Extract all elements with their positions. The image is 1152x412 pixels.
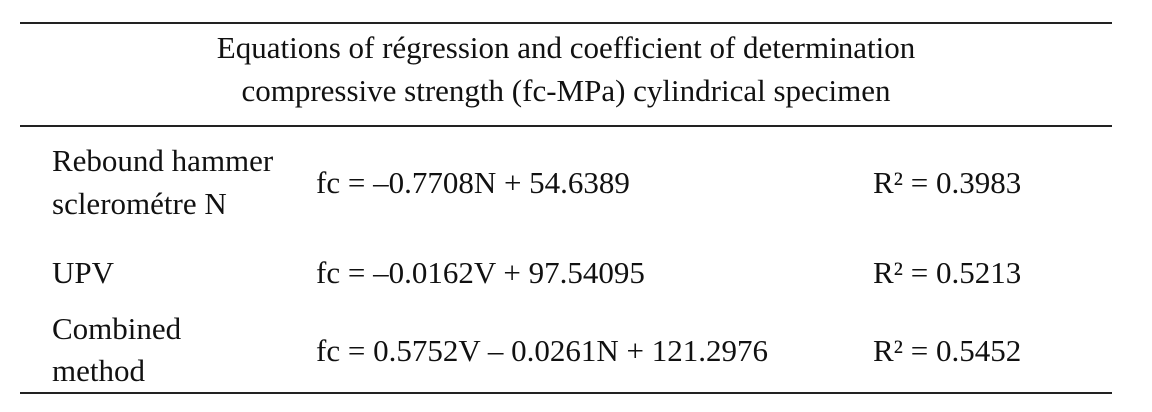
method-name: method [52, 353, 145, 388]
method-name: UPV [52, 255, 115, 290]
header-rule [20, 125, 1112, 127]
equation: fc = –0.0162V + 97.54095 [316, 255, 645, 290]
bottom-rule [20, 392, 1112, 394]
r-squared: R² = 0.3983 [873, 165, 1022, 200]
table-title-line: Equations of régression and coefficient … [216, 30, 916, 65]
method-name: sclerométre N [52, 186, 227, 221]
method-name: Rebound hammer [52, 143, 274, 178]
r-squared: R² = 0.5213 [873, 255, 1022, 290]
r-squared: R² = 0.5452 [873, 333, 1022, 368]
table-title-line: compressive strength (fc-MPa) cylindrica… [241, 73, 891, 108]
top-rule [20, 22, 1112, 24]
equation: fc = –0.7708N + 54.6389 [316, 165, 630, 200]
equation: fc = 0.5752V – 0.0261N + 121.2976 [316, 333, 769, 368]
method-name: Combined [52, 311, 182, 346]
